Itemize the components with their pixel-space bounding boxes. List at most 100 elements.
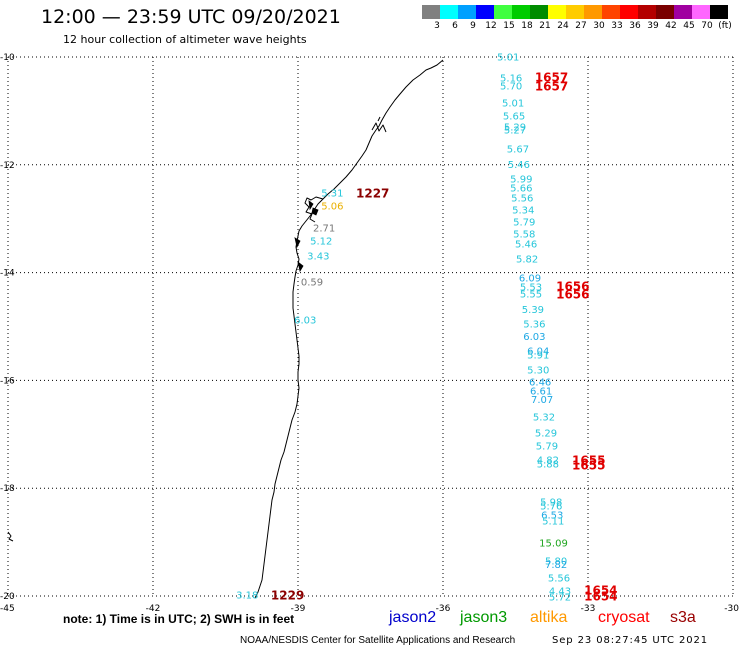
wave-height-label: 6.03 [294,316,316,327]
longitude-tick-label: -36 [436,604,451,614]
axis-tick-labels: -45 -42 -39 -36 -33 -30 -10 -12 -14 -16 -18 -20 [0,53,739,614]
color-scale-label: 3 [434,21,440,31]
color-scale-legend [422,5,728,19]
color-scale-label: 24 [557,21,569,31]
wave-height-label: 7.82 [545,560,567,571]
wave-height-label: 6.53 [541,511,563,522]
wave-height-label: 5.80 [545,556,567,567]
wave-height-label: 5.76 [540,501,562,512]
wave-height-label: 6.03 [523,332,545,343]
wave-height-label: 5.99 [510,174,532,185]
color-scale-label: 30 [593,21,605,31]
color-scale-swatch [710,5,728,19]
color-scale-swatch [440,5,458,19]
latitude-tick-label: -16 [0,376,15,386]
credit-line: NOAA/NESDIS Center for Satellite Applica… [240,635,516,646]
wave-height-label: 5.67 [507,145,529,156]
color-scale-swatch [548,5,566,19]
wave-height-label: 15.09 [539,539,568,550]
color-scale-label: 9 [470,21,476,31]
pass-time-label: 1656 [556,280,589,294]
bay-shoreline [304,196,324,223]
color-scale-swatch [692,5,710,19]
wave-height-label: 5.36 [523,319,545,330]
wave-height-label: 5.55 [520,290,542,301]
coastline-layer [7,59,444,599]
pass-time-label: 1655 [572,459,605,473]
longitude-tick-label: -33 [581,604,596,614]
latitude-tick-label: -10 [0,53,15,63]
graticule [7,56,734,597]
color-scale-swatch [494,5,512,19]
wave-height-label: 2.71 [313,223,335,234]
wave-height-label: 5.11 [542,517,564,528]
color-scale-swatch [566,5,584,19]
pass-time-label: 1656 [556,288,589,302]
wave-height-label: 3.43 [307,251,329,262]
color-scale-label: 21 [539,21,551,31]
wave-height-label: 6.61 [530,387,552,398]
latitude-tick-label: -20 [0,592,15,602]
river-mouth [371,116,387,133]
wave-height-label: 5.46 [515,240,537,251]
satellite-legend-altika: altika [530,609,568,626]
wave-height-label: 5.27 [504,125,526,136]
longitude-tick-label: -42 [146,604,161,614]
color-scale-swatch [584,5,602,19]
wave-height-label: 5.91 [527,351,549,362]
wave-height-label: 5.30 [527,366,549,377]
color-scale-label: 15 [503,21,515,31]
color-scale-labels: 3 6 9 12 15 18 21 24 27 30 33 36 39 42 45 70 (ft) [422,21,738,33]
color-scale-swatch [512,5,530,19]
latitude-tick-label: -18 [0,484,15,494]
pass-time-label: 1654 [584,590,617,604]
latitude-tick-label: -12 [0,161,15,171]
color-scale-label: 42 [665,21,677,31]
color-scale-label: 27 [575,21,587,31]
color-scale-swatch [620,5,638,19]
wave-height-label: 5.46 [508,160,530,171]
pass-time-label: 1655 [572,454,605,468]
island [297,260,304,273]
wave-height-label: 5.56 [548,574,570,585]
longitude-tick-label: -45 [0,604,15,614]
wave-height-label: 6.04 [527,346,549,357]
wave-height-label: 0.59 [301,277,323,288]
wave-height-label: 5.29 [535,429,557,440]
island [308,200,314,211]
wave-height-label: 5.72 [549,593,571,604]
color-scale-label: 45 [683,21,695,31]
wave-height-label: 3.18 [236,590,258,601]
color-scale-swatch [476,5,494,19]
wave-height-label: 5.29 [504,123,526,134]
color-scale-label: (ft) [718,21,732,31]
wave-height-label: 4.82 [537,456,559,467]
wave-height-label: 5.32 [533,413,555,424]
wave-height-label: 5.88 [537,459,559,470]
color-scale-label: 12 [485,21,497,31]
page-subtitle: 12 hour collection of altimeter wave hei… [63,33,307,46]
wave-height-label: 5.79 [513,217,535,228]
wave-height-label: 5.01 [502,98,524,109]
wave-height-label: 5.98 [540,498,562,509]
island [294,237,301,249]
color-scale-swatch [458,5,476,19]
wave-height-label: 5.79 [536,442,558,453]
wave-height-label: 5.34 [512,206,534,217]
color-scale-swatch [422,5,440,19]
pass-time-label: 1657 [535,80,568,94]
pass-time-label: 1227 [356,186,389,200]
pass-time-label: 1654 [584,584,617,598]
units-note: note: 1) Time is in UTC; 2) SWH is in fe… [63,612,295,626]
color-scale-label: 33 [611,21,623,31]
pass-time-label: 1229 [271,588,304,602]
color-scale-label: 6 [452,21,458,31]
wave-height-label: 5.12 [310,236,332,247]
generation-timestamp: Sep 23 08:27:45 UTC 2021 [552,635,709,646]
latitude-tick-label: -14 [0,269,15,279]
island [311,207,319,216]
color-scale-swatch [656,5,674,19]
wave-height-label: 5.65 [503,111,525,122]
